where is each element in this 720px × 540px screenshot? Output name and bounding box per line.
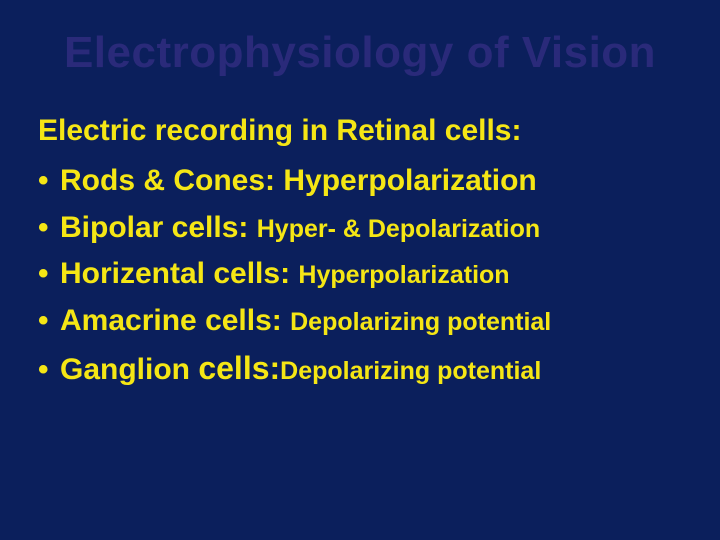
bullet-icon: • <box>38 298 60 345</box>
bullet-item-horizental: •Horizental cells: Hyperpolarization <box>38 251 682 298</box>
item-label: Horizental cells: <box>60 257 298 290</box>
item-detail: Hyperpolarization <box>283 164 536 197</box>
bullet-item-rods-cones: •Rods & Cones: Hyperpolarization <box>38 158 682 205</box>
item-label-cells: cells: <box>198 350 280 386</box>
bullet-icon: • <box>38 158 60 205</box>
bullet-item-bipolar: •Bipolar cells: Hyper- & Depolarization <box>38 205 682 252</box>
item-label: Ganglion <box>60 353 198 386</box>
slide-title: Electrophysiology of Vision <box>38 28 682 78</box>
item-detail: Hyperpolarization <box>298 261 509 289</box>
item-label: Amacrine cells: <box>60 304 290 337</box>
slide-heading: Electric recording in Retinal cells: <box>38 114 682 148</box>
bullet-item-ganglion: •Ganglion cells:Depolarizing potential <box>38 344 682 394</box>
item-label: Rods & Cones: <box>60 164 283 197</box>
item-detail: Depolarizing potential <box>280 357 541 385</box>
item-detail: Depolarizing potential <box>290 308 551 336</box>
bullet-icon: • <box>38 205 60 252</box>
bullet-item-amacrine: •Amacrine cells: Depolarizing potential <box>38 298 682 345</box>
item-label: Bipolar cells: <box>60 211 257 244</box>
bullet-icon: • <box>38 347 60 394</box>
bullet-icon: • <box>38 251 60 298</box>
item-detail: Hyper- & Depolarization <box>257 215 540 243</box>
